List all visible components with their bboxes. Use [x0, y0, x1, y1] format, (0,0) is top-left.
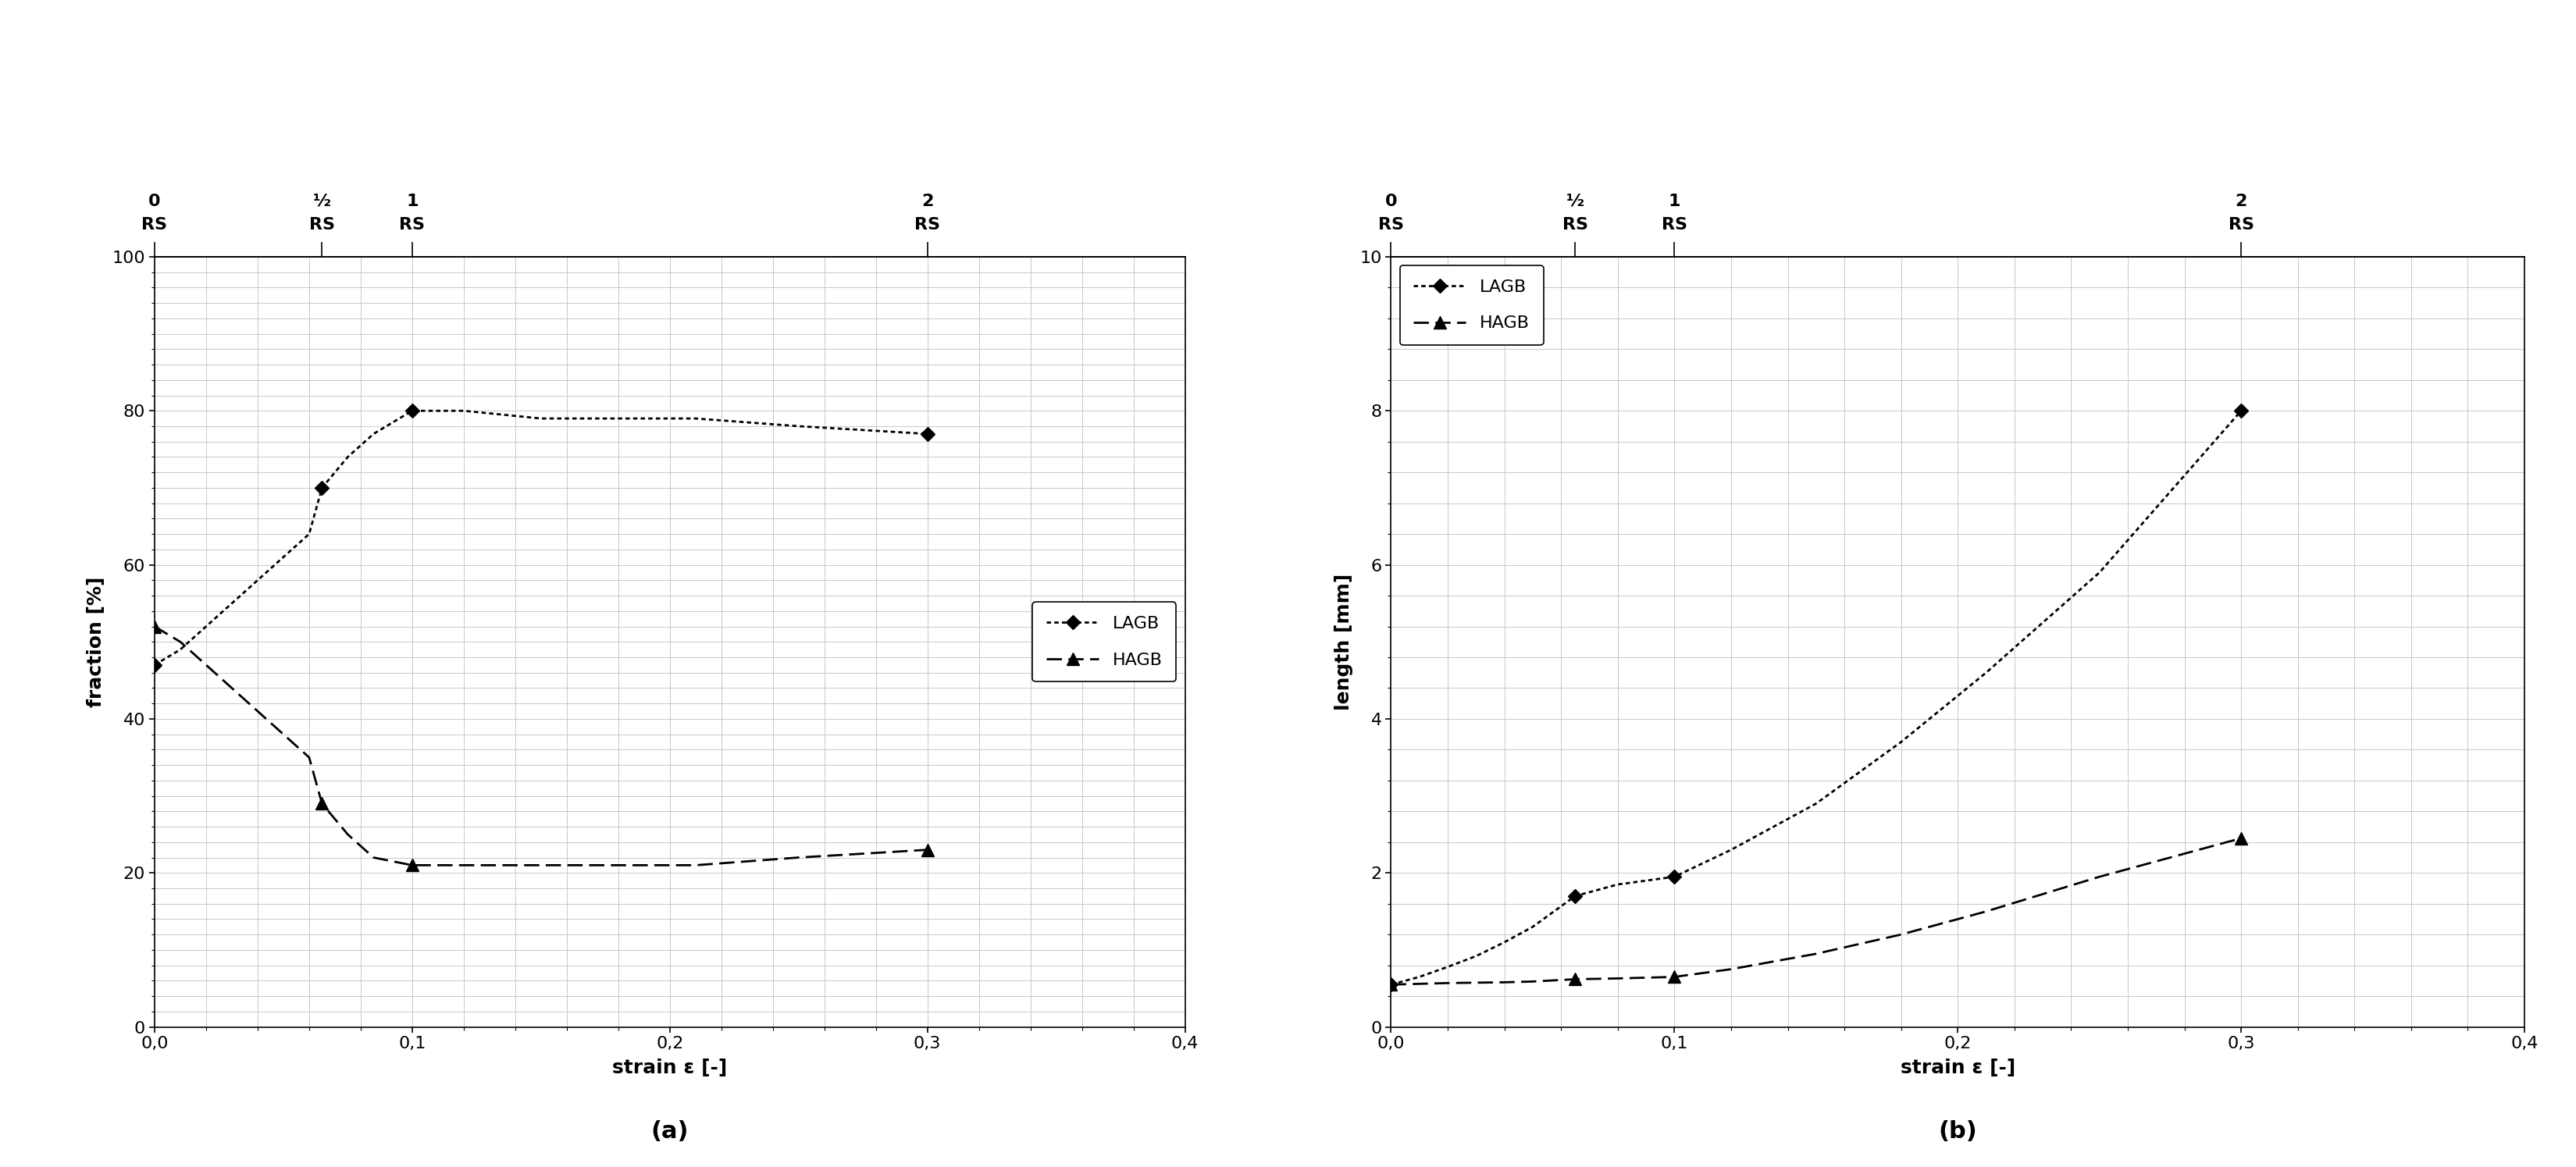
- Text: RS: RS: [1662, 217, 1687, 233]
- Text: ½: ½: [1566, 194, 1584, 209]
- Text: RS: RS: [914, 217, 940, 233]
- X-axis label: strain ε [-]: strain ε [-]: [613, 1058, 726, 1077]
- Text: 2: 2: [2236, 194, 2246, 209]
- Legend: LAGB, HAGB: LAGB, HAGB: [1399, 265, 1543, 345]
- Text: 1: 1: [407, 194, 417, 209]
- Text: (b): (b): [1937, 1120, 1978, 1142]
- Legend: LAGB, HAGB: LAGB, HAGB: [1033, 602, 1177, 682]
- Text: RS: RS: [1378, 217, 1404, 233]
- Y-axis label: length [mm]: length [mm]: [1334, 573, 1352, 711]
- Text: RS: RS: [1561, 217, 1589, 233]
- Text: 1: 1: [1669, 194, 1680, 209]
- Text: RS: RS: [309, 217, 335, 233]
- Text: (a): (a): [652, 1120, 688, 1142]
- X-axis label: strain ε [-]: strain ε [-]: [1901, 1058, 2014, 1077]
- Text: 2: 2: [922, 194, 933, 209]
- Text: RS: RS: [142, 217, 167, 233]
- Y-axis label: fraction [%]: fraction [%]: [88, 576, 106, 707]
- Text: RS: RS: [2228, 217, 2254, 233]
- Text: RS: RS: [399, 217, 425, 233]
- Text: 0: 0: [149, 194, 160, 209]
- Text: ½: ½: [312, 194, 332, 209]
- Text: 0: 0: [1386, 194, 1396, 209]
